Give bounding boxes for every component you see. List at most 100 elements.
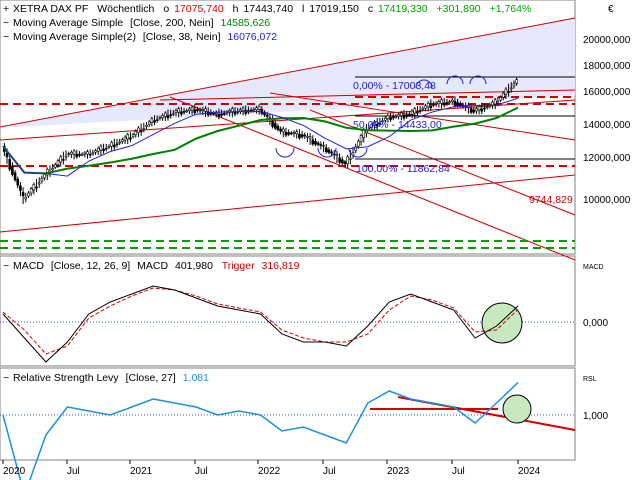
candle-body bbox=[118, 141, 121, 144]
candle-body bbox=[29, 188, 33, 194]
candle-body bbox=[153, 120, 156, 123]
candle-body bbox=[190, 106, 194, 111]
rsl-highlight-circle bbox=[502, 394, 532, 424]
arc-top-1 bbox=[415, 79, 433, 89]
svg-text:Moving Average Simple(2): Moving Average Simple(2) [Close, 38, Nei… bbox=[13, 31, 277, 43]
candle-body bbox=[107, 145, 111, 148]
ma38-legend-label: Moving Average Simple(2) bbox=[13, 31, 136, 43]
close-value: 17419,330 bbox=[378, 3, 428, 15]
candle-body bbox=[405, 114, 408, 117]
candle-body bbox=[450, 99, 454, 103]
candle-body bbox=[453, 101, 457, 107]
candle-body bbox=[308, 136, 312, 139]
candle-body bbox=[375, 124, 379, 127]
wave-icon-1: ~ bbox=[3, 17, 9, 29]
candle-body bbox=[131, 134, 135, 137]
candle-body bbox=[311, 139, 315, 145]
candle-body bbox=[214, 112, 218, 115]
x-axis: 2020 Jul 2021 Jul 2022 Jul 2023 Jul 2024 bbox=[2, 460, 541, 477]
rsl-line bbox=[2, 382, 519, 480]
candle-body bbox=[421, 107, 425, 110]
candle-body bbox=[255, 107, 258, 111]
candle-body bbox=[64, 155, 68, 158]
candle-body bbox=[367, 126, 371, 129]
candle-body bbox=[24, 196, 28, 200]
candle-body bbox=[193, 109, 197, 113]
svg-text:Relative Strength Levy [: Relative Strength Levy [Close, 27] 1,081 bbox=[13, 372, 209, 384]
candle-body bbox=[477, 106, 481, 111]
pattern-arcs bbox=[275, 75, 487, 158]
candle-body bbox=[16, 178, 20, 186]
price-tick-10000: 10000,000 bbox=[583, 195, 631, 206]
candle-body bbox=[509, 87, 513, 90]
candle-body bbox=[239, 109, 242, 112]
candle-body bbox=[27, 192, 30, 197]
svg-text:XETRA DAX PF Wöchentlich: XETRA DAX PF Wöchentlich o 17075,740 h 1… bbox=[13, 3, 531, 15]
candle-body bbox=[327, 149, 331, 153]
candle-body bbox=[113, 144, 116, 148]
candle-body bbox=[99, 145, 103, 151]
candle-body bbox=[338, 157, 341, 163]
trigger-legend-name: Trigger bbox=[222, 260, 255, 272]
candle-body bbox=[456, 102, 459, 107]
candle-body bbox=[442, 102, 446, 106]
candle-body bbox=[185, 110, 189, 112]
candle-body bbox=[13, 172, 17, 181]
candle-body bbox=[394, 115, 398, 118]
candle-body bbox=[102, 148, 105, 152]
candle-body bbox=[496, 101, 500, 104]
candle-body bbox=[11, 165, 14, 175]
ma38-line bbox=[2, 97, 519, 177]
period-label: Wöchentlich bbox=[97, 3, 154, 15]
candle-body bbox=[241, 107, 245, 112]
candle-body bbox=[70, 151, 73, 155]
candle-body bbox=[491, 101, 494, 106]
candle-body bbox=[440, 99, 443, 104]
candle-body bbox=[139, 130, 143, 133]
candle-body bbox=[126, 134, 130, 140]
price-tick-20000: 20000,000 bbox=[583, 35, 631, 46]
candle-body bbox=[354, 146, 358, 151]
rsl-legend-value: 1,081 bbox=[183, 372, 209, 384]
candle-body bbox=[459, 103, 462, 106]
arc-bottom-2 bbox=[317, 147, 337, 158]
arc-bottom-1 bbox=[275, 147, 295, 158]
header-legend: + XETRA DAX PF Wöchentlich o 17075,740 h… bbox=[3, 3, 531, 43]
candle-body bbox=[145, 124, 148, 127]
rsl-legend: ~ Relative Strength Levy [Close, 27] 1,0… bbox=[3, 372, 209, 384]
macd-axis-tick: 0,000 bbox=[583, 318, 608, 329]
rsl-panel[interactable] bbox=[0, 367, 576, 461]
candle-body bbox=[51, 168, 54, 171]
candle-body bbox=[257, 105, 261, 110]
candle-body bbox=[316, 142, 320, 145]
candle-body bbox=[163, 112, 167, 117]
rsl-axis-unit: RSL bbox=[583, 376, 597, 383]
candle-body bbox=[67, 153, 71, 155]
candle-body bbox=[37, 182, 41, 185]
open-label: o bbox=[163, 3, 169, 15]
candle-body bbox=[32, 184, 36, 191]
candle-body bbox=[335, 154, 339, 157]
candle-body bbox=[349, 157, 352, 160]
candle-body bbox=[150, 118, 154, 123]
candle-body bbox=[370, 124, 374, 128]
candle-body bbox=[80, 153, 84, 156]
candle-body bbox=[469, 108, 473, 113]
candle-body bbox=[121, 139, 124, 142]
downtrend-line-3 bbox=[309, 109, 576, 216]
trigger-legend-value: 316,819 bbox=[262, 260, 300, 272]
candle-body bbox=[134, 131, 138, 135]
price-tick-14000: 14000,000 bbox=[583, 120, 631, 131]
plus-icon-2: ~ bbox=[3, 260, 9, 272]
candle-body bbox=[78, 153, 81, 156]
candle-body bbox=[365, 130, 368, 134]
candle-body bbox=[271, 120, 274, 127]
macd-panel[interactable] bbox=[0, 255, 576, 367]
candle-body bbox=[400, 112, 403, 117]
candle-body bbox=[472, 109, 476, 113]
wave-icon-2: ~ bbox=[3, 31, 9, 43]
candle-body bbox=[378, 122, 382, 125]
candle-body bbox=[391, 116, 395, 119]
macd-highlight-circle bbox=[481, 302, 523, 344]
candle-body bbox=[244, 110, 248, 114]
